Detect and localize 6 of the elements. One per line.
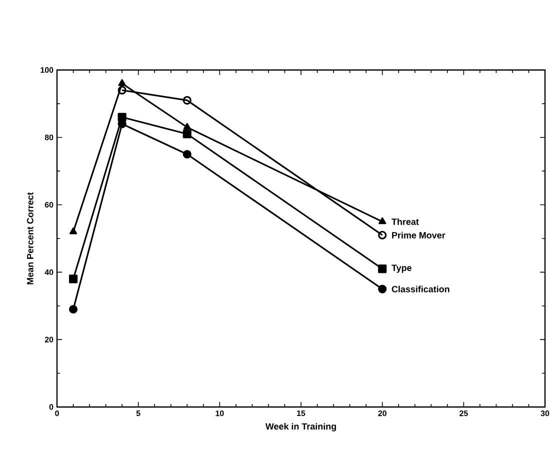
series-label: Prime Mover [392,232,446,238]
x-axis-title: Week in Training [265,422,336,432]
series-label: Classification [392,286,450,292]
y-axis-title: Mean Percent Correct [26,192,34,284]
series-label: Type [392,264,412,273]
series-label: Threat [392,218,419,225]
